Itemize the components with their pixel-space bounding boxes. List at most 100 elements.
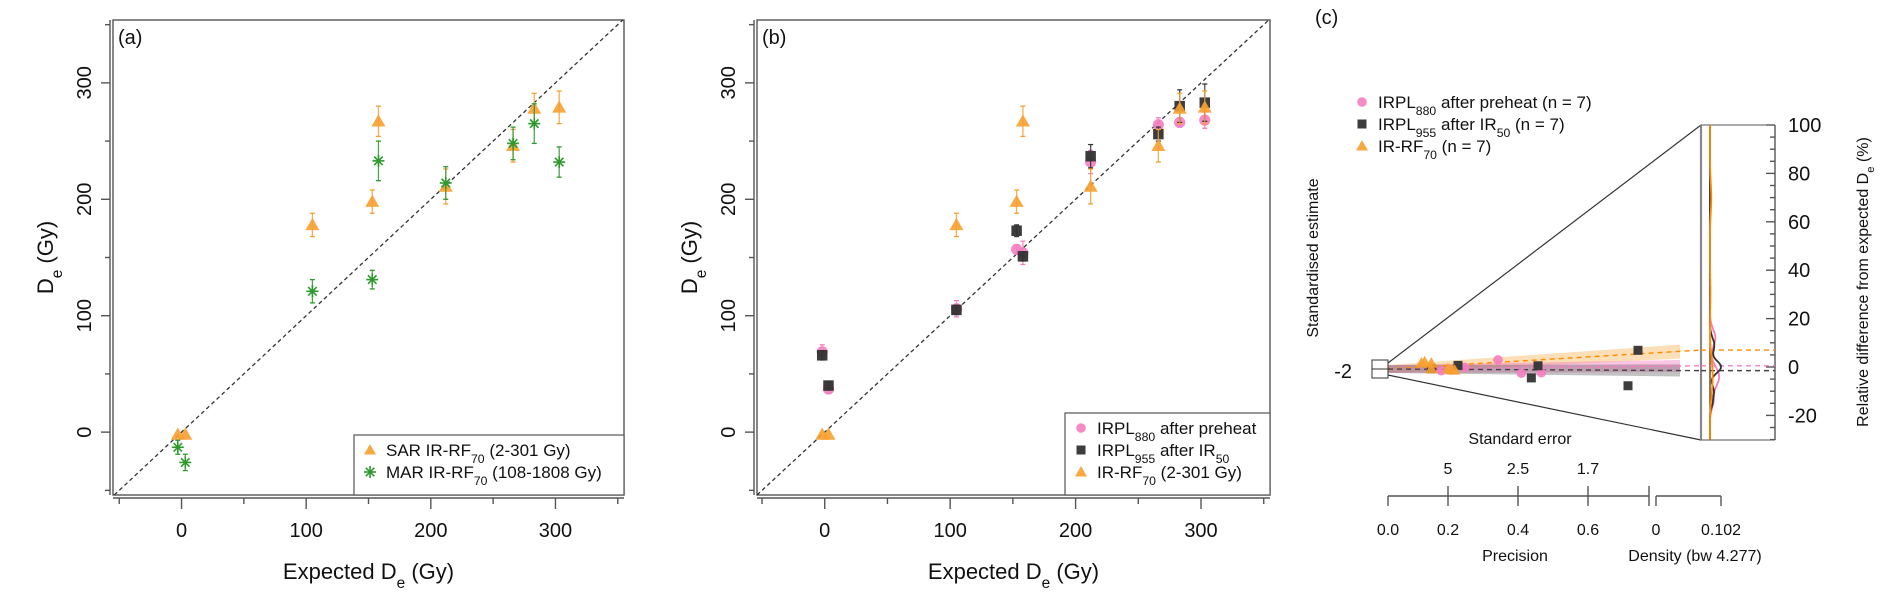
label-part: MAR IR-RF	[386, 463, 474, 482]
subscript: e	[49, 270, 66, 279]
central-value-line	[1387, 365, 1702, 370]
data-point	[823, 380, 834, 391]
data-point	[552, 100, 567, 113]
data-point	[1453, 360, 1463, 370]
right-tick-label: 20	[1788, 309, 1810, 331]
asterisk-stroke	[440, 178, 451, 188]
label-part: (n = 7)	[1437, 137, 1491, 156]
asterisk-stroke	[365, 467, 375, 477]
subscript: 70	[471, 452, 485, 466]
legend-marker	[1357, 97, 1367, 107]
data-point	[1011, 225, 1022, 236]
label-part: IR-RF	[1097, 463, 1142, 482]
data-point	[1085, 150, 1096, 162]
subscript: e	[693, 270, 710, 279]
label-part: (2-301 Gy)	[1156, 463, 1242, 482]
data-point	[306, 285, 319, 298]
data-point	[507, 137, 520, 150]
one-to-one-line	[756, 19, 1270, 496]
data-point	[439, 176, 452, 189]
x-axis-title: Expected De (Gy)	[928, 559, 1099, 592]
x-tick-label: 300	[539, 520, 572, 542]
legend-label: SAR IR-RF70 (2-301 Gy)	[386, 441, 571, 466]
data-point	[1448, 364, 1461, 375]
legend-label: IR-RF70 (2-301 Gy)	[1097, 463, 1242, 488]
asterisk-stroke	[373, 156, 384, 166]
density-axis-title: Density (bw 4.277)	[1628, 548, 1761, 565]
data-point	[1493, 355, 1503, 365]
data-point	[1633, 345, 1643, 355]
data-point	[821, 427, 836, 440]
subscript: 880	[1416, 104, 1437, 118]
series-triangle	[1415, 355, 1461, 375]
density-tick-label: 0	[1652, 522, 1661, 539]
data-point	[1533, 361, 1543, 371]
right-tick-label: -20	[1788, 405, 1817, 427]
label-part: (2-301 Gy)	[485, 441, 571, 460]
label-part: SAR IR-RF	[386, 441, 471, 460]
data-point	[949, 217, 964, 231]
data-point	[366, 273, 379, 286]
subscript: e	[1042, 575, 1051, 592]
subscript: 70	[1142, 474, 1156, 488]
data-point	[1009, 194, 1024, 207]
data-point	[1536, 367, 1547, 378]
se-tick-label: 2.5	[1507, 461, 1529, 478]
y-tick-label: 200	[74, 183, 96, 216]
panel-label: (b)	[762, 27, 786, 49]
legend-label: IRPL955 after IR50 (n = 7)	[1378, 115, 1565, 140]
data-point	[171, 441, 184, 454]
data-point	[1425, 362, 1438, 374]
y-tick-label: 100	[74, 299, 96, 332]
legend-label: MAR IR-RF70 (108-1808 Gy)	[386, 463, 602, 488]
y-axis-title: Standardised estimate	[1305, 178, 1322, 337]
x-tick-label: 200	[1059, 520, 1092, 542]
data-point	[816, 350, 828, 361]
density-tick-label: 0.102	[1701, 522, 1741, 539]
y-tick-label: 200	[718, 183, 740, 216]
label-part: D	[33, 278, 58, 294]
panel-label: (a)	[118, 27, 142, 49]
label-part: (108-1808 Gy)	[487, 463, 601, 482]
legend-marker	[1357, 119, 1367, 129]
plot-frame	[112, 19, 625, 496]
series-asterisk	[171, 103, 566, 472]
data-point	[1083, 179, 1098, 192]
subscript: e	[397, 575, 406, 592]
legend-box	[1064, 412, 1271, 496]
legend-label: IRPL955 after IR50	[1097, 441, 1229, 466]
subscript: 70	[1423, 148, 1437, 162]
asterisk-stroke	[173, 442, 183, 453]
data-point	[1526, 373, 1536, 383]
data-point	[179, 456, 192, 469]
asterisk-stroke	[508, 138, 518, 149]
legend-marker	[1076, 423, 1086, 433]
y-tick-label: 100	[718, 299, 740, 332]
one-to-one-line	[113, 19, 624, 496]
precision-axis-title: Precision	[1482, 548, 1548, 565]
legend-marker	[1076, 445, 1086, 455]
data-point	[365, 194, 380, 207]
x-tick-label: 100	[289, 520, 322, 542]
asterisk-stroke	[307, 286, 318, 297]
y-axis-title: De (Gy)	[677, 221, 710, 294]
density-curve	[1709, 125, 1714, 440]
label-part: D	[677, 278, 702, 294]
legend-marker	[1356, 140, 1368, 151]
x-tick-label: 0	[819, 520, 830, 542]
panel-c: (c)IRPL880 after preheat (n = 7)IRPL955 …	[1305, 7, 1877, 565]
y-tick-label: 300	[718, 66, 740, 99]
data-point	[951, 304, 962, 316]
legend-label: IR-RF70 (n = 7)	[1378, 137, 1491, 162]
data-point	[553, 156, 566, 169]
x-tick-label: 0	[176, 520, 187, 542]
label-part: IRPL	[1097, 441, 1135, 460]
subscript: e	[1865, 167, 1877, 173]
right-tick-label: 40	[1788, 260, 1810, 282]
data-point	[1017, 251, 1029, 262]
asterisk-stroke	[554, 157, 564, 167]
legend-label: IRPL880 after preheat (n = 7)	[1378, 93, 1592, 118]
label-part: after IR	[1436, 115, 1496, 134]
subscript: 955	[1416, 126, 1437, 140]
